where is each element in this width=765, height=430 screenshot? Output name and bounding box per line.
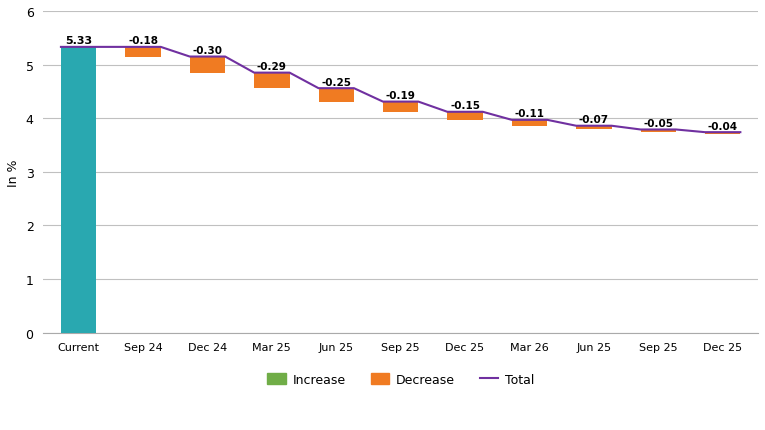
Text: -0.11: -0.11 bbox=[514, 109, 545, 119]
Text: -0.25: -0.25 bbox=[321, 77, 351, 87]
Bar bbox=[576, 126, 611, 130]
Bar bbox=[448, 113, 483, 120]
Bar bbox=[383, 102, 418, 113]
Bar bbox=[318, 89, 354, 102]
Bar bbox=[61, 48, 96, 333]
Text: -0.18: -0.18 bbox=[128, 36, 158, 46]
Text: -0.15: -0.15 bbox=[450, 101, 480, 111]
Text: -0.05: -0.05 bbox=[643, 119, 673, 129]
Text: -0.19: -0.19 bbox=[386, 91, 415, 101]
Bar bbox=[190, 57, 225, 74]
Bar bbox=[640, 130, 676, 133]
Bar bbox=[705, 133, 741, 135]
Legend: Increase, Decrease, Total: Increase, Decrease, Total bbox=[262, 368, 539, 391]
Text: -0.04: -0.04 bbox=[708, 121, 737, 131]
Text: -0.07: -0.07 bbox=[579, 115, 609, 125]
Bar bbox=[254, 74, 289, 89]
Y-axis label: In %: In % bbox=[7, 159, 20, 186]
Bar bbox=[512, 120, 547, 126]
Text: 5.33: 5.33 bbox=[65, 36, 93, 46]
Text: -0.30: -0.30 bbox=[193, 46, 223, 56]
Text: -0.29: -0.29 bbox=[257, 62, 287, 72]
Bar bbox=[125, 48, 161, 57]
